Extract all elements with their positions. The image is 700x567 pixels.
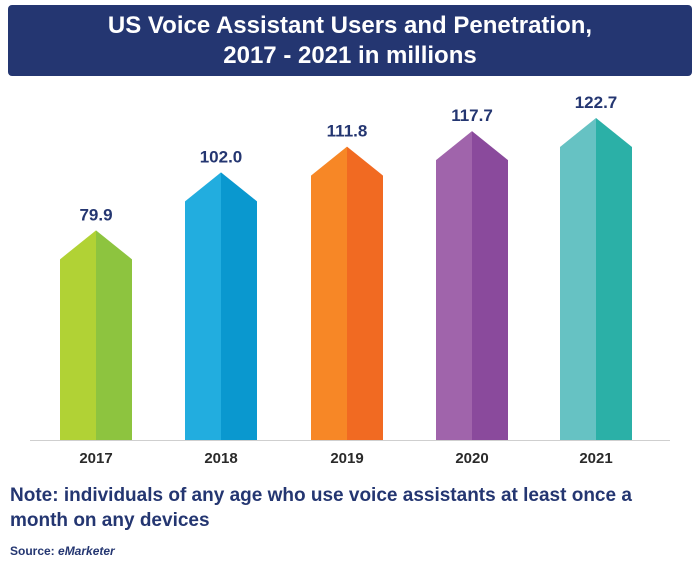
bar-2019-right <box>347 146 383 440</box>
bar-2018-left <box>185 172 221 440</box>
bar-2017-left <box>60 230 96 440</box>
chart-note: Note: individuals of any age who use voi… <box>10 485 632 531</box>
chart-title-line-2: 2017 - 2021 in millions <box>223 41 477 69</box>
x-tick-label-2017: 2017 <box>79 450 112 467</box>
data-label-2017: 79.9 <box>79 205 112 224</box>
data-label-2018: 102.0 <box>200 147 243 166</box>
source-name: eMarketer <box>58 544 115 558</box>
data-label-2019: 111.8 <box>327 122 368 141</box>
bar-2021-left <box>560 118 596 440</box>
x-tick-label-2019: 2019 <box>330 450 363 467</box>
bar-2017-right <box>96 230 132 440</box>
data-label-2021: 122.7 <box>575 93 618 112</box>
chart-title-line-1: US Voice Assistant Users and Penetration… <box>107 11 593 39</box>
bar-2021-right <box>596 118 632 440</box>
bar-2018-right <box>221 172 257 440</box>
x-tick-label-2018: 2018 <box>204 450 237 467</box>
bar-2019-left <box>311 146 347 440</box>
x-tick-label-2020: 2020 <box>455 450 488 467</box>
chart-title-banner: US Voice Assistant Users and Penetration… <box>8 5 692 76</box>
data-label-2020: 117.7 <box>451 106 493 125</box>
bar-2020-left <box>436 131 472 440</box>
source-label: Source: <box>10 544 59 558</box>
x-tick-label-2021: 2021 <box>579 450 612 467</box>
bar-2020-right <box>472 131 508 440</box>
chart-source: Source: eMarketer <box>10 544 115 558</box>
